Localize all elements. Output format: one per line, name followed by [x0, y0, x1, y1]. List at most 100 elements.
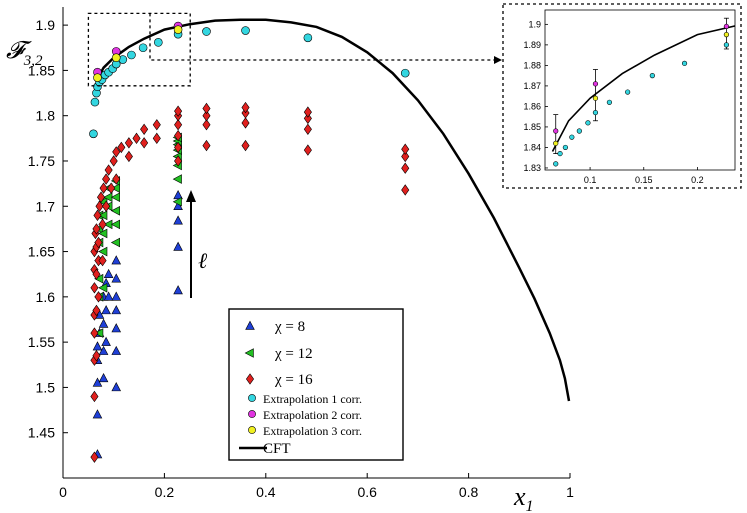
data-point-chi16 — [140, 123, 149, 135]
inset-axes-box — [544, 9, 736, 171]
zoom-box — [87, 12, 191, 87]
inset-point-extrap1 — [557, 150, 563, 157]
inset-frame — [502, 3, 742, 189]
inset-series-extrap1 — [548, 42, 730, 201]
data-point-chi16 — [90, 327, 99, 339]
x-tick-label: 0 — [59, 484, 67, 500]
inset-point-extrap1 — [592, 109, 599, 116]
inset-y-tick-label: 1.87 — [523, 81, 541, 91]
series-chi16 — [90, 101, 410, 463]
data-point-chi8 — [103, 291, 114, 301]
data-point-chi12 — [98, 228, 108, 239]
inset-point-extrap1 — [606, 99, 613, 105]
data-point-chi12 — [110, 192, 120, 203]
data-point-chi16 — [303, 144, 312, 156]
data-point-chi16 — [92, 223, 101, 235]
inset-point-extrap1 — [548, 196, 553, 201]
data-point-chi8 — [98, 318, 109, 328]
data-point-extrap1 — [154, 38, 163, 47]
legend-label: χ = 16 — [274, 372, 313, 388]
data-point-chi16 — [102, 173, 111, 185]
data-point-chi12 — [110, 219, 120, 230]
data-point-chi16 — [92, 268, 101, 280]
legend-marker — [248, 426, 256, 434]
inset-point-extrap3 — [592, 95, 599, 101]
data-point-chi16 — [90, 451, 99, 463]
data-point-chi16 — [97, 191, 106, 203]
legend-entry: Extrapolation 2 corr. — [248, 408, 362, 422]
data-point-chi16 — [303, 112, 312, 125]
data-point-chi16 — [241, 101, 250, 114]
series-extrap2 — [93, 21, 183, 77]
data-point-chi16 — [202, 139, 211, 152]
data-point-chi16 — [117, 141, 126, 154]
y-tick-label: 1.55 — [28, 334, 55, 350]
data-point-chi16 — [401, 162, 410, 174]
data-point-chi16 — [241, 139, 250, 152]
data-point-chi8 — [173, 215, 183, 225]
data-point-chi16 — [401, 150, 410, 163]
data-point-chi8 — [173, 285, 183, 295]
zoom-connector — [149, 13, 495, 61]
legend-label: χ = 8 — [274, 319, 305, 335]
y-tick-label: 1.8 — [36, 108, 56, 124]
inset-x-tick-label: 0.1 — [584, 175, 597, 185]
inset-y-tick-label: 1.83 — [523, 163, 541, 173]
y-tick-label: 1.5 — [36, 379, 56, 395]
inset-point-extrap2 — [553, 128, 559, 134]
inset-point-extrap1 — [681, 60, 688, 66]
data-point-chi8 — [173, 190, 183, 200]
data-point-chi8 — [111, 345, 122, 355]
legend-marker — [245, 320, 255, 330]
data-point-chi8 — [92, 409, 103, 419]
y-tick-label: 1.6 — [36, 289, 56, 305]
data-point-chi16 — [94, 291, 103, 303]
data-point-chi8 — [111, 273, 122, 283]
series-extrap3 — [93, 25, 183, 82]
inset-point-extrap3 — [723, 32, 730, 38]
data-point-chi16 — [107, 182, 116, 194]
data-point-chi16 — [401, 143, 410, 155]
data-point-chi16 — [92, 304, 101, 317]
data-point-chi8 — [101, 305, 111, 315]
inset-y-tick-label: 1.86 — [523, 101, 541, 111]
inset-series-extrap3 — [553, 32, 730, 146]
data-point-chi16 — [174, 119, 183, 131]
data-point-chi16 — [152, 132, 161, 145]
data-point-chi8 — [111, 255, 122, 265]
series-chi8 — [92, 190, 183, 459]
y-tick-label: 1.75 — [28, 153, 55, 169]
data-point-chi16 — [174, 141, 183, 154]
data-point-extrap3 — [111, 53, 121, 63]
y-axis-label: 𝓕3,2 — [6, 38, 43, 69]
inset-point-extrap1 — [723, 42, 730, 48]
inset-y-tick-label: 1.9 — [528, 19, 541, 29]
inset-point-extrap1 — [585, 120, 591, 126]
y-tick-label: 1.7 — [36, 198, 56, 214]
data-point-chi12 — [94, 328, 104, 338]
series-chi12 — [94, 132, 182, 338]
inset-point-extrap1 — [553, 161, 559, 167]
data-point-extrap1 — [90, 97, 100, 107]
l-arrow-head — [186, 190, 196, 202]
data-point-extrap1 — [138, 43, 148, 53]
data-point-chi12 — [172, 196, 182, 207]
data-point-chi8 — [92, 341, 103, 351]
zoom-connector-arrow — [494, 56, 502, 64]
data-point-chi16 — [112, 146, 121, 158]
x-tick-label: 0.4 — [256, 484, 276, 500]
inset-y-tick-label: 1.89 — [523, 40, 541, 50]
data-point-chi16 — [174, 155, 183, 167]
data-point-chi8 — [111, 291, 122, 301]
inset-point-extrap1 — [649, 73, 655, 79]
data-point-extrap1 — [303, 33, 313, 43]
legend-label: CFT — [263, 441, 291, 457]
data-point-chi8 — [103, 268, 114, 278]
data-point-chi16 — [202, 110, 211, 122]
data-point-chi16 — [401, 184, 410, 196]
y-axis-label-sub: 3,2 — [23, 53, 43, 69]
data-point-chi16 — [241, 117, 250, 129]
x-tick-label: 0.8 — [459, 484, 479, 500]
data-point-chi16 — [90, 282, 99, 294]
